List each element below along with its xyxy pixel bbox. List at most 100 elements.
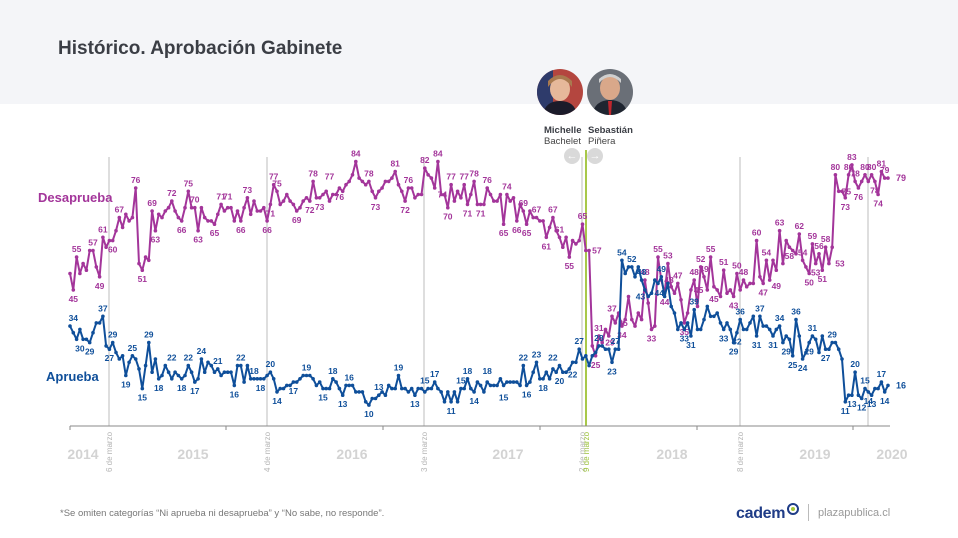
data-point [127,219,131,223]
data-point [636,265,641,269]
data-point [649,291,654,296]
data-point [593,350,598,355]
data-point [137,261,141,266]
data-point [409,386,414,391]
data-point [551,367,555,371]
data-point [124,212,128,217]
data-point [380,390,384,394]
data-label: 51 [138,274,148,284]
data-point [561,245,565,249]
data-point [383,179,388,184]
data-point [317,196,322,200]
data-point [649,327,654,332]
data-point [744,327,749,332]
data-label: 65 [522,228,532,238]
site-link[interactable]: plazapublica.cl [818,507,891,519]
data-label: 48 [664,275,674,285]
data-point [715,288,719,292]
data-label: 76 [482,175,492,185]
bachelet-first-name: Michelle [544,125,582,136]
data-point [725,291,729,296]
data-point [547,225,552,230]
data-point [130,354,135,358]
data-point [281,199,286,203]
data-point [97,275,102,279]
data-label: 62 [795,221,805,231]
data-point [242,205,246,210]
arrow-left-icon[interactable]: ← [564,148,580,164]
data-label: 25 [788,360,798,370]
data-label: 29 [85,347,95,357]
data-point [442,400,447,404]
data-point [222,370,227,375]
data-point [294,380,299,384]
data-point [777,324,782,328]
data-label: 60 [108,245,118,255]
data-point [695,304,700,309]
data-point [340,393,345,398]
data-point [698,327,703,332]
data-point [718,294,723,299]
data-label: 84 [351,149,361,159]
data-point [777,228,782,233]
data-point [347,383,352,388]
data-label: 76 [854,192,864,202]
data-point [702,317,706,322]
data-label: 72 [305,205,315,215]
data-point [833,173,838,177]
data-point [462,386,467,391]
data-point [78,271,82,276]
data-point [245,363,250,368]
data-point [239,219,243,223]
data-label: 18 [154,383,164,393]
data-point [856,186,861,190]
data-point [820,334,825,338]
data-label: 28 [594,333,604,343]
data-label: 59 [808,231,818,241]
data-point [449,400,453,404]
data-point [804,265,808,269]
data-point [291,380,296,384]
data-point [666,261,670,266]
data-point [524,383,529,388]
data-label: 18 [482,366,492,376]
data-point [383,393,388,398]
series-line [69,259,889,407]
data-label: 37 [98,303,108,313]
marker-label: 2 de marzo [578,431,587,472]
data-label: 74 [438,190,448,200]
data-point [712,284,716,289]
data-point [327,386,332,391]
data-label: 16 [230,389,240,399]
data-point [354,159,358,164]
data-point [767,278,772,282]
data-point [390,176,394,180]
data-point [544,370,549,375]
data-point [846,393,851,398]
data-label: 81 [877,159,887,169]
data-label: 22 [167,353,177,363]
data-point [170,377,174,381]
data-point [360,179,365,184]
data-label: 75 [184,178,194,188]
data-point [403,386,407,391]
data-point [574,242,578,246]
footnote: *Se omiten categorías “Ni aprueba ni des… [60,508,385,519]
data-point [133,186,138,190]
page-title: Histórico. Aprobación Gabinete [58,38,343,59]
arrow-right-icon[interactable]: → [587,148,603,164]
data-label: 31 [594,323,604,333]
data-label: 34 [775,313,785,323]
data-point [817,350,821,355]
data-point [160,215,164,220]
data-point [219,202,223,207]
data-point [87,340,92,345]
data-label: 55 [72,244,82,254]
data-point [761,324,765,328]
data-point [823,245,828,249]
data-point [183,373,187,378]
data-point [196,228,200,233]
data-point [137,367,141,371]
data-label: 18 [328,366,338,376]
data-label: 79 [880,165,890,175]
